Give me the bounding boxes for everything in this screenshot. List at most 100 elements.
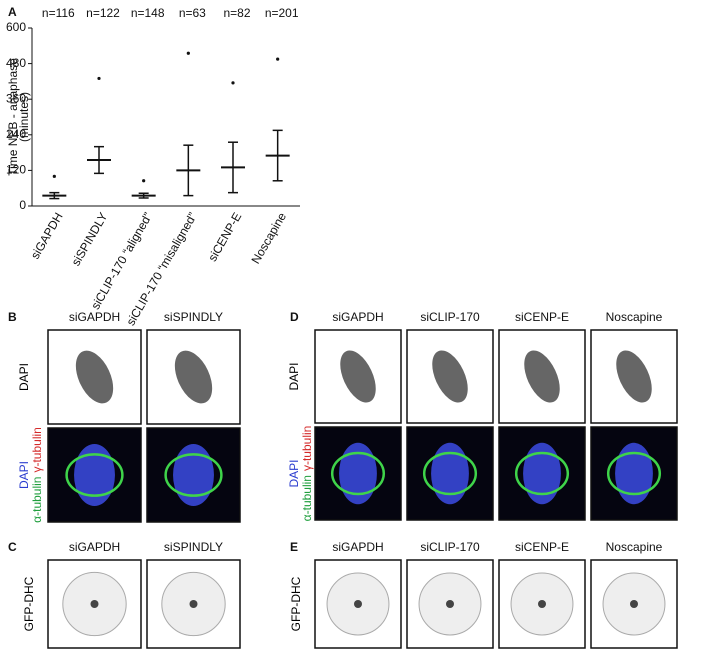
micrograph (146, 559, 241, 649)
dapi-signal (173, 443, 214, 507)
micrograph (146, 427, 241, 523)
dhc-foci (189, 600, 198, 608)
max-point (52, 174, 56, 178)
chromosomes (432, 350, 468, 403)
chromosomes (616, 350, 652, 403)
micrograph (406, 559, 494, 649)
micrograph (590, 426, 678, 521)
row-label: α-tubulin γ-tubulin (30, 427, 44, 523)
micrograph (406, 426, 494, 521)
column-header: Noscapine (606, 310, 663, 324)
row-label-part: DAPI (17, 363, 31, 391)
spindle (65, 453, 124, 497)
x-tick-label: siGAPDH (28, 210, 66, 261)
row-label-part: γ-tubulin (300, 426, 314, 471)
panel-letter: B (8, 310, 17, 324)
image-frame (590, 426, 678, 521)
micrograph (498, 426, 586, 521)
chromosomes (524, 350, 560, 403)
row-label-part: GFP-DHC (289, 576, 303, 631)
dhc-foci (354, 600, 362, 608)
n-label: n=116 (42, 6, 75, 20)
max-point (97, 76, 101, 81)
micrograph (498, 559, 586, 649)
column-header: siGAPDH (69, 540, 120, 554)
micrograph (314, 426, 402, 521)
y-tick-label: 480 (6, 56, 26, 70)
max-point (142, 179, 146, 183)
column-header: siCENP-E (515, 310, 569, 324)
chromosomes (340, 350, 376, 403)
dhc-foci (446, 600, 454, 608)
row-label-part: DAPI (17, 461, 31, 489)
column-header: siCENP-E (515, 540, 569, 554)
micrograph (406, 329, 494, 424)
dapi-signal (523, 442, 561, 505)
panel-letter: D (290, 310, 299, 324)
dhc-foci (90, 600, 99, 608)
n-label: n=82 (223, 6, 250, 20)
row-label: DAPI (17, 363, 31, 391)
row-label: DAPI (287, 362, 301, 390)
spindle (330, 451, 386, 496)
y-tick-label: 360 (6, 91, 26, 105)
spindle (164, 453, 223, 497)
column-header: siSPINDLY (164, 310, 223, 324)
n-label: n=201 (265, 6, 299, 20)
micrograph (47, 427, 142, 523)
spindle (422, 451, 478, 496)
max-point (276, 57, 280, 61)
row-label-part: DAPI (287, 459, 301, 487)
row-label: DAPI (17, 461, 31, 489)
row-label-part: γ-tubulin (30, 427, 44, 472)
row-label-part: α-tubulin (30, 477, 44, 523)
spindle (514, 451, 570, 496)
micrograph (590, 329, 678, 424)
column-header: siCLIP-170 (420, 310, 480, 324)
spindle (606, 451, 662, 496)
row-label: DAPI (287, 459, 301, 487)
y-axis-label: (minutes) (17, 92, 31, 142)
column-header: siSPINDLY (164, 540, 223, 554)
dapi-signal (615, 442, 653, 505)
micrograph (146, 329, 241, 425)
panel-letter: E (290, 540, 298, 554)
x-tick-label: siSPINDLY (69, 210, 111, 268)
micrograph (314, 559, 402, 649)
dapi-signal (74, 443, 115, 507)
micrograph (47, 559, 142, 649)
chromosomes (174, 350, 213, 404)
n-label: n=63 (179, 6, 206, 20)
panel-letter: C (8, 540, 17, 554)
column-header: Noscapine (606, 540, 663, 554)
y-tick-label: 600 (6, 20, 26, 34)
n-label: n=122 (86, 6, 120, 20)
x-tick-label: siCENP-E (205, 210, 244, 264)
micrograph (590, 559, 678, 649)
dapi-signal (431, 442, 469, 505)
y-tick-label: 0 (19, 198, 26, 212)
y-tick-label: 240 (6, 127, 26, 141)
column-header: siCLIP-170 (420, 540, 480, 554)
n-label: n=148 (131, 6, 165, 20)
panel-letter: A (8, 5, 17, 19)
column-header: siGAPDH (69, 310, 120, 324)
max-point (186, 51, 190, 55)
row-label: GFP-DHC (289, 576, 303, 631)
row-label: α-tubulin γ-tubulin (300, 426, 314, 522)
column-header: siGAPDH (332, 310, 383, 324)
row-label-part: DAPI (287, 362, 301, 390)
dhc-foci (630, 600, 638, 608)
x-tick-label: Noscapine (249, 210, 290, 266)
y-tick-label: 120 (6, 163, 26, 177)
micrograph (498, 329, 586, 424)
image-frame (406, 426, 494, 521)
row-label-part: α-tubulin (300, 475, 314, 521)
column-header: siGAPDH (332, 540, 383, 554)
micrograph (47, 329, 142, 425)
dapi-signal (339, 442, 377, 505)
micrograph (314, 329, 402, 424)
dhc-foci (538, 600, 546, 608)
row-label-part: GFP-DHC (22, 576, 36, 631)
